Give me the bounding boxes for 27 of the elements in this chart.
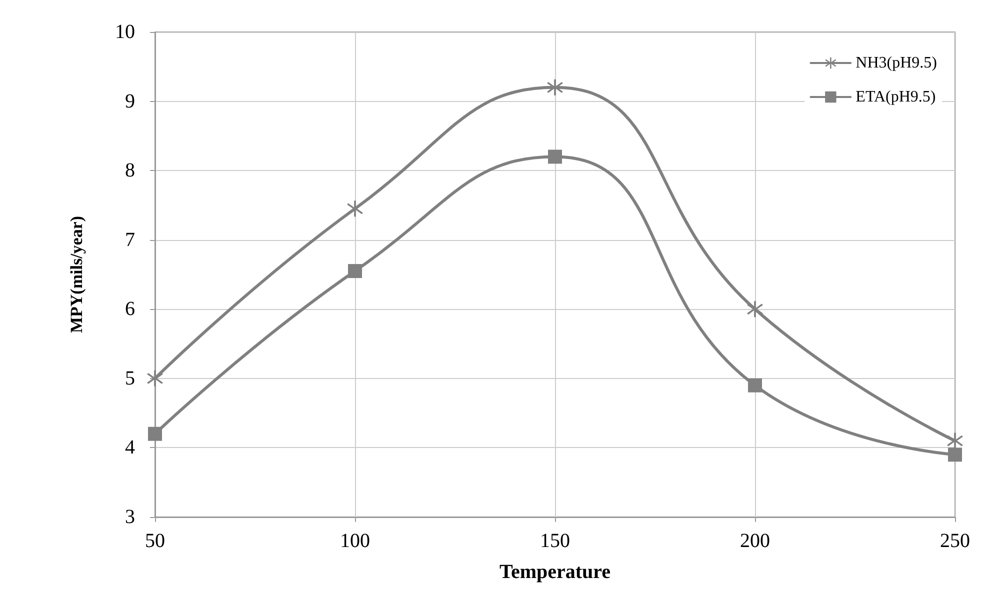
y-tick-label: 5 xyxy=(125,367,135,390)
legend-label: ETA(pH9.5) xyxy=(856,88,936,106)
x-tick-label: 250 xyxy=(940,530,970,552)
y-tick-label: 7 xyxy=(125,228,135,251)
x-tick-label: 50 xyxy=(145,530,165,552)
point xyxy=(147,370,163,386)
y-tick-label: 9 xyxy=(125,90,135,112)
x-tick-label: 150 xyxy=(540,530,570,552)
point xyxy=(947,432,963,449)
y-tick-label: 10 xyxy=(115,21,135,43)
x-tick-label: 100 xyxy=(340,530,370,552)
y-tick-label: 3 xyxy=(125,506,135,528)
point xyxy=(348,264,362,278)
y-axis-title: MPY(mils/year) xyxy=(67,216,86,334)
point xyxy=(748,378,762,392)
point xyxy=(747,301,763,318)
y-tick-label: 4 xyxy=(125,436,135,459)
point xyxy=(347,200,363,217)
point xyxy=(148,426,162,441)
legend-label: NH3(pH9.5) xyxy=(856,54,938,72)
x-axis-title: Temperature xyxy=(499,561,611,583)
point xyxy=(948,448,962,462)
y-tick-label: 8 xyxy=(125,160,135,182)
x-tick-label: 200 xyxy=(740,530,770,552)
y-tick-label: 6 xyxy=(125,298,135,320)
point xyxy=(548,150,562,164)
point xyxy=(547,79,563,96)
